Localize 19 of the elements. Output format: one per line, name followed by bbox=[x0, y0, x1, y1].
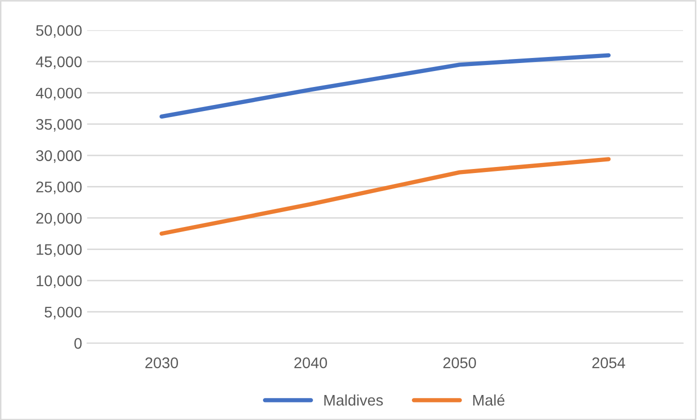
x-tick-label: 2054 bbox=[592, 357, 626, 368]
y-tick-label: 10,000 bbox=[36, 275, 82, 288]
y-tick-label: 50,000 bbox=[36, 25, 82, 38]
line-series bbox=[160, 157, 611, 236]
y-tick-label: 30,000 bbox=[36, 150, 82, 163]
y-tick-label: 5,000 bbox=[44, 306, 82, 320]
y-tick-label: 15,000 bbox=[36, 244, 82, 257]
x-tick-label: 2050 bbox=[443, 357, 476, 368]
y-tick-label: 45,000 bbox=[36, 56, 82, 70]
y-tick-label: 0 bbox=[74, 338, 82, 349]
y-tick-label: 35,000 bbox=[36, 118, 82, 132]
x-tick-label: 2040 bbox=[294, 357, 327, 368]
legend-label: Malé bbox=[473, 394, 504, 406]
y-tick-label: 20,000 bbox=[36, 212, 82, 226]
y-tick-label: 40,000 bbox=[36, 88, 82, 100]
y-tick-label: 25,000 bbox=[36, 182, 82, 194]
legend-label: Maldives bbox=[324, 394, 383, 406]
x-tick-label: 2030 bbox=[145, 357, 178, 368]
line-series bbox=[160, 53, 611, 119]
